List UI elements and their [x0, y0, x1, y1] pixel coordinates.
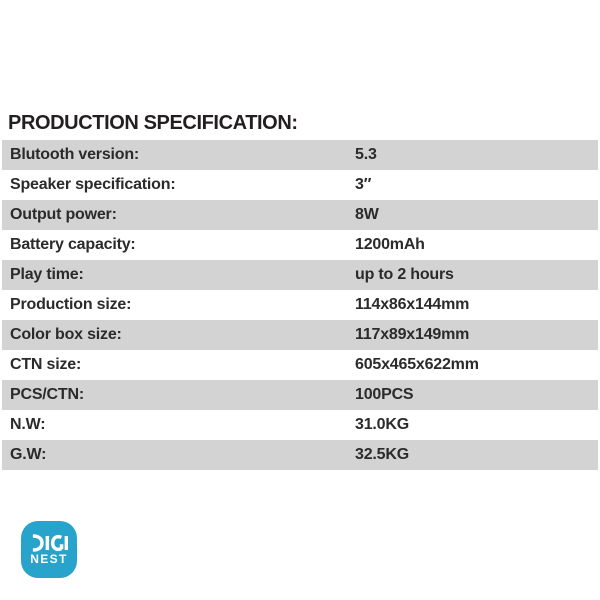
table-row: Speaker specification: 3″	[2, 170, 598, 200]
spec-value: up to 2 hours	[355, 266, 454, 283]
table-row: N.W: 31.0KG	[2, 410, 598, 440]
table-row: PCS/CTN: 100PCS	[2, 380, 598, 410]
table-row: Blutooth version: 5.3	[2, 140, 598, 170]
spec-label: Production size:	[10, 296, 132, 313]
spec-value: 114x86x144mm	[355, 296, 470, 313]
spec-label: Speaker specification:	[10, 176, 176, 193]
spec-value: 1200mAh	[355, 236, 425, 253]
logo-nest-label: NEST	[30, 552, 68, 566]
spec-value: 100PCS	[355, 386, 414, 403]
spec-value: 3″	[355, 176, 372, 193]
spec-label: Output power:	[10, 206, 117, 223]
table-row: Production size: 114x86x144mm	[2, 290, 598, 320]
table-row: Color box size: 117x89x149mm	[2, 320, 598, 350]
spec-value: 8W	[355, 206, 379, 223]
table-row: Battery capacity: 1200mAh	[2, 230, 598, 260]
table-row: Play time: up to 2 hours	[2, 260, 598, 290]
spec-value: 117x89x149mm	[355, 326, 470, 343]
spec-label: CTN size:	[10, 356, 82, 373]
spec-value: 32.5KG	[355, 446, 409, 463]
spec-table: Blutooth version: 5.3 Speaker specificat…	[2, 140, 598, 470]
diginest-wordmark-icon	[32, 534, 68, 552]
spec-label: Color box size:	[10, 326, 122, 343]
spec-label: Blutooth version:	[10, 146, 140, 163]
spec-label: PCS/CTN:	[10, 386, 84, 403]
spec-label: Battery capacity:	[10, 236, 136, 253]
spec-label: N.W:	[10, 416, 46, 433]
spec-value: 5.3	[355, 146, 377, 163]
spec-value: 31.0KG	[355, 416, 409, 433]
spec-value: 605x465x622mm	[355, 356, 479, 373]
table-row: Output power: 8W	[2, 200, 598, 230]
table-row: CTN size: 605x465x622mm	[2, 350, 598, 380]
spec-label: G.W:	[10, 446, 47, 463]
page-title: PRODUCTION SPECIFICATION:	[8, 112, 298, 134]
spec-label: Play time:	[10, 266, 84, 283]
table-row: G.W: 32.5KG	[2, 440, 598, 470]
diginest-logo: NEST	[21, 521, 77, 578]
